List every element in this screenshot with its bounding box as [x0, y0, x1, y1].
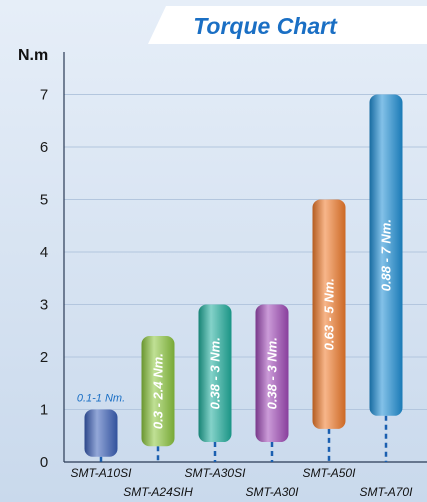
title-banner: [148, 6, 427, 44]
torque-bar: [198, 304, 232, 443]
category-label: SMT-A24SIH: [123, 485, 193, 499]
y-tick-label: 5: [40, 192, 48, 209]
chart-title: Torque Chart: [193, 13, 338, 39]
bar-range-label: 0.38 - 3 Nm.: [208, 337, 223, 409]
torque-bar: [369, 94, 403, 416]
y-tick-labels: 0 1 2 3 4 5 6 7: [40, 87, 48, 472]
torque-bar: [255, 304, 289, 443]
torque-bar: [312, 199, 346, 429]
y-tick-label: 1: [40, 402, 48, 419]
category-label: SMT-A70I: [360, 485, 414, 499]
bar-range-label: 0.3 - 2.4 Nm.: [151, 353, 166, 429]
y-axis-label: N.m: [18, 47, 48, 64]
category-label: SMT-A50I: [303, 466, 357, 480]
torque-bar: [84, 409, 118, 457]
bar-range-label: 0.88 - 7 Nm.: [379, 219, 394, 291]
category-labels: SMT-A10SISMT-A24SIHSMT-A30SISMT-A30ISMT-…: [71, 466, 414, 499]
torque-bars: 0.1-1 Nm. 0.3 - 2.4 Nm. 0.38 - 3 Nm. 0.38 -…: [77, 94, 403, 462]
bar-range-label: 0.63 - 5 Nm.: [322, 278, 337, 350]
category-label: SMT-A30I: [246, 485, 300, 499]
y-tick-label: 7: [40, 87, 48, 104]
y-tick-label: 6: [40, 139, 48, 156]
torque-bar: [141, 336, 175, 447]
category-label: SMT-A10SI: [71, 466, 133, 480]
y-tick-label: 0: [40, 454, 48, 471]
y-tick-label: 3: [40, 297, 48, 314]
y-tick-label: 4: [40, 244, 48, 261]
bar-range-label: 0.1-1 Nm.: [77, 393, 125, 405]
category-label: SMT-A30SI: [185, 466, 247, 480]
y-tick-label: 2: [40, 349, 48, 366]
bar-range-label: 0.38 - 3 Nm.: [265, 337, 280, 409]
grid-lines: [64, 94, 427, 410]
